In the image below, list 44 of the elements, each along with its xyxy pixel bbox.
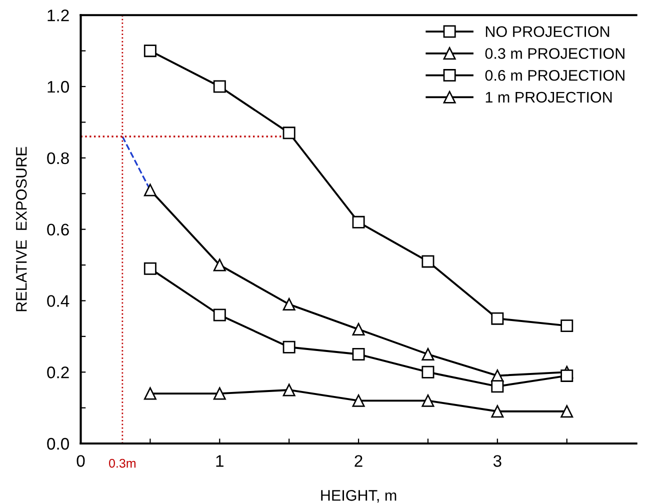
point [282,298,296,311]
point [352,348,365,361]
point [282,340,296,354]
point [282,126,296,140]
legend-label: 0.3 m PROJECTION [485,48,624,59]
legend-label: 0.6 m PROJECTION [485,70,624,81]
legend-label: NO PROJECTION [486,26,610,38]
legend-label: 1 m PROJECTION [486,92,612,103]
y-tick-label: 1.2 [48,10,69,22]
x-tick-label: 1 [216,455,224,467]
y-tick-label: 0.8 [47,152,69,164]
point [422,348,434,361]
point [560,319,574,332]
y-tick-label: 0.4 [47,295,70,307]
point [282,384,296,396]
y-axis-title: RELATIVE EXPOSURE [16,146,27,312]
point [213,258,226,272]
point [144,44,156,58]
point [422,255,434,268]
y-tick-label: 0.6 [47,224,69,236]
point [144,387,156,400]
x-tick-label: 3 [493,455,502,467]
point [422,394,434,407]
point [352,216,365,228]
y-tick-label: 1.0 [48,80,69,93]
point [213,308,226,322]
point [144,184,156,196]
x-tick-label: 0 [76,455,85,467]
point [352,323,365,336]
y-tick-label: 0.0 [47,438,69,450]
x-axis-title: HEIGHT, m [321,490,396,503]
point [491,312,504,325]
point [560,369,574,382]
point [422,366,434,378]
point [491,380,504,393]
point [491,405,504,418]
point [213,80,226,93]
point [352,394,365,407]
point [213,387,226,400]
point [560,405,574,418]
y-tick-label: 0.2 [47,366,69,378]
x-tick-label: 2 [354,455,362,467]
point [144,262,156,275]
ref-line-label: 0.3m [109,458,136,468]
